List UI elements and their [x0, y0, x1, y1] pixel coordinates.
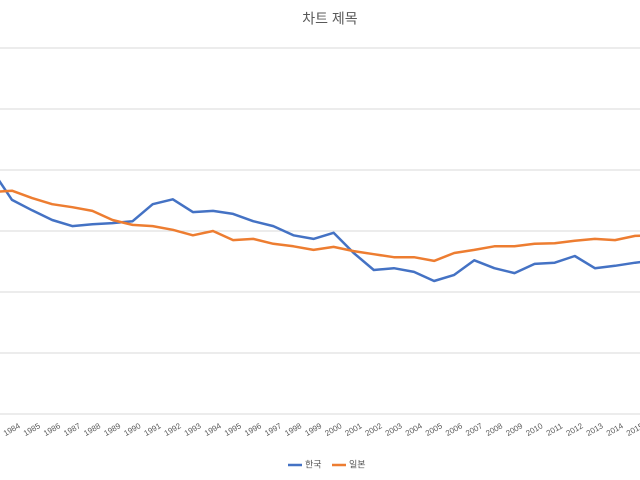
- x-tick-label: 2009: [504, 421, 524, 438]
- x-tick-label: 2008: [484, 421, 504, 438]
- x-tick-label: 2001: [344, 421, 364, 438]
- x-tick-label: 2011: [545, 421, 565, 438]
- x-tick-label: 2000: [323, 421, 343, 438]
- x-tick-label: 2010: [524, 421, 544, 438]
- x-tick-label: 1985: [22, 421, 42, 438]
- x-tick-label: 2015: [625, 421, 640, 438]
- x-tick-label: 2013: [585, 421, 605, 438]
- x-tick-label: 1993: [183, 421, 203, 438]
- x-tick-label: 1984: [2, 421, 22, 438]
- x-tick-label: 1997: [263, 421, 283, 438]
- x-tick-label: 2003: [384, 421, 404, 438]
- x-tick-label: 1998: [283, 421, 303, 438]
- x-tick-label: 1995: [223, 421, 243, 438]
- x-tick-label: 1986: [42, 421, 62, 438]
- legend-label: 일본: [349, 459, 366, 469]
- legend-label: 한국: [305, 459, 322, 469]
- x-tick-label: 2004: [404, 421, 424, 438]
- x-tick-label: 1994: [203, 421, 223, 438]
- x-tick-label: 1992: [163, 421, 183, 438]
- x-tick-label: 1988: [82, 421, 102, 438]
- x-tick-label: 2014: [605, 421, 625, 438]
- x-tick-label: 2007: [464, 421, 484, 438]
- line-series: [0, 189, 640, 263]
- x-tick-label: 2012: [565, 421, 585, 438]
- x-tick-label: 1987: [62, 421, 82, 438]
- x-tick-label: 1991: [143, 421, 163, 438]
- chart-title: 차트 제목: [302, 11, 358, 27]
- x-tick-label: 1989: [102, 421, 122, 438]
- x-tick-label: 1999: [303, 421, 323, 438]
- x-tick-label: 2006: [444, 421, 464, 438]
- line-series: [0, 179, 640, 283]
- x-tick-label: 1990: [122, 421, 142, 438]
- x-tick-label: 2005: [424, 421, 444, 438]
- x-tick-label: 1996: [243, 421, 263, 438]
- x-tick-label: 2002: [364, 421, 384, 438]
